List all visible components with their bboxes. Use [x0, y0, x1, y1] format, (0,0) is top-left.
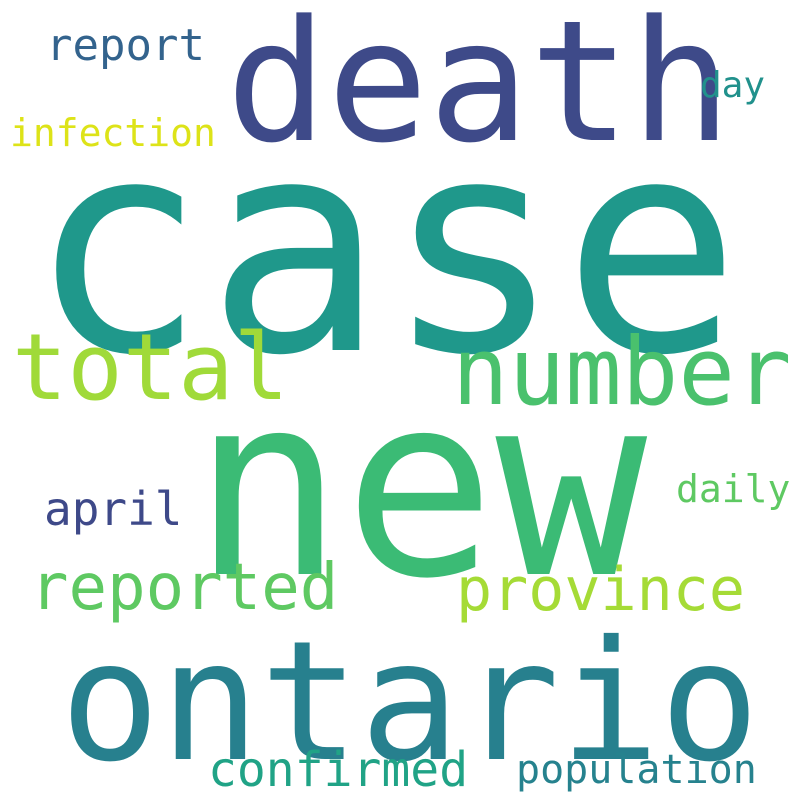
word-number: number	[452, 318, 792, 427]
word-day: day	[700, 65, 766, 106]
word-report: report	[46, 20, 205, 71]
word-infection: infection	[10, 111, 216, 155]
word-daily: daily	[676, 467, 791, 511]
word-province: province	[456, 555, 745, 625]
word-ontario: ontario	[60, 606, 760, 799]
word-case: case	[28, 75, 741, 420]
word-reported: reported	[30, 551, 339, 625]
word-total: total	[12, 314, 289, 421]
word-new: new	[192, 341, 648, 634]
word-population: population	[516, 747, 757, 793]
word-confirmed: confirmed	[208, 742, 469, 798]
word-death: death	[226, 0, 732, 180]
word-april: april	[44, 482, 183, 536]
